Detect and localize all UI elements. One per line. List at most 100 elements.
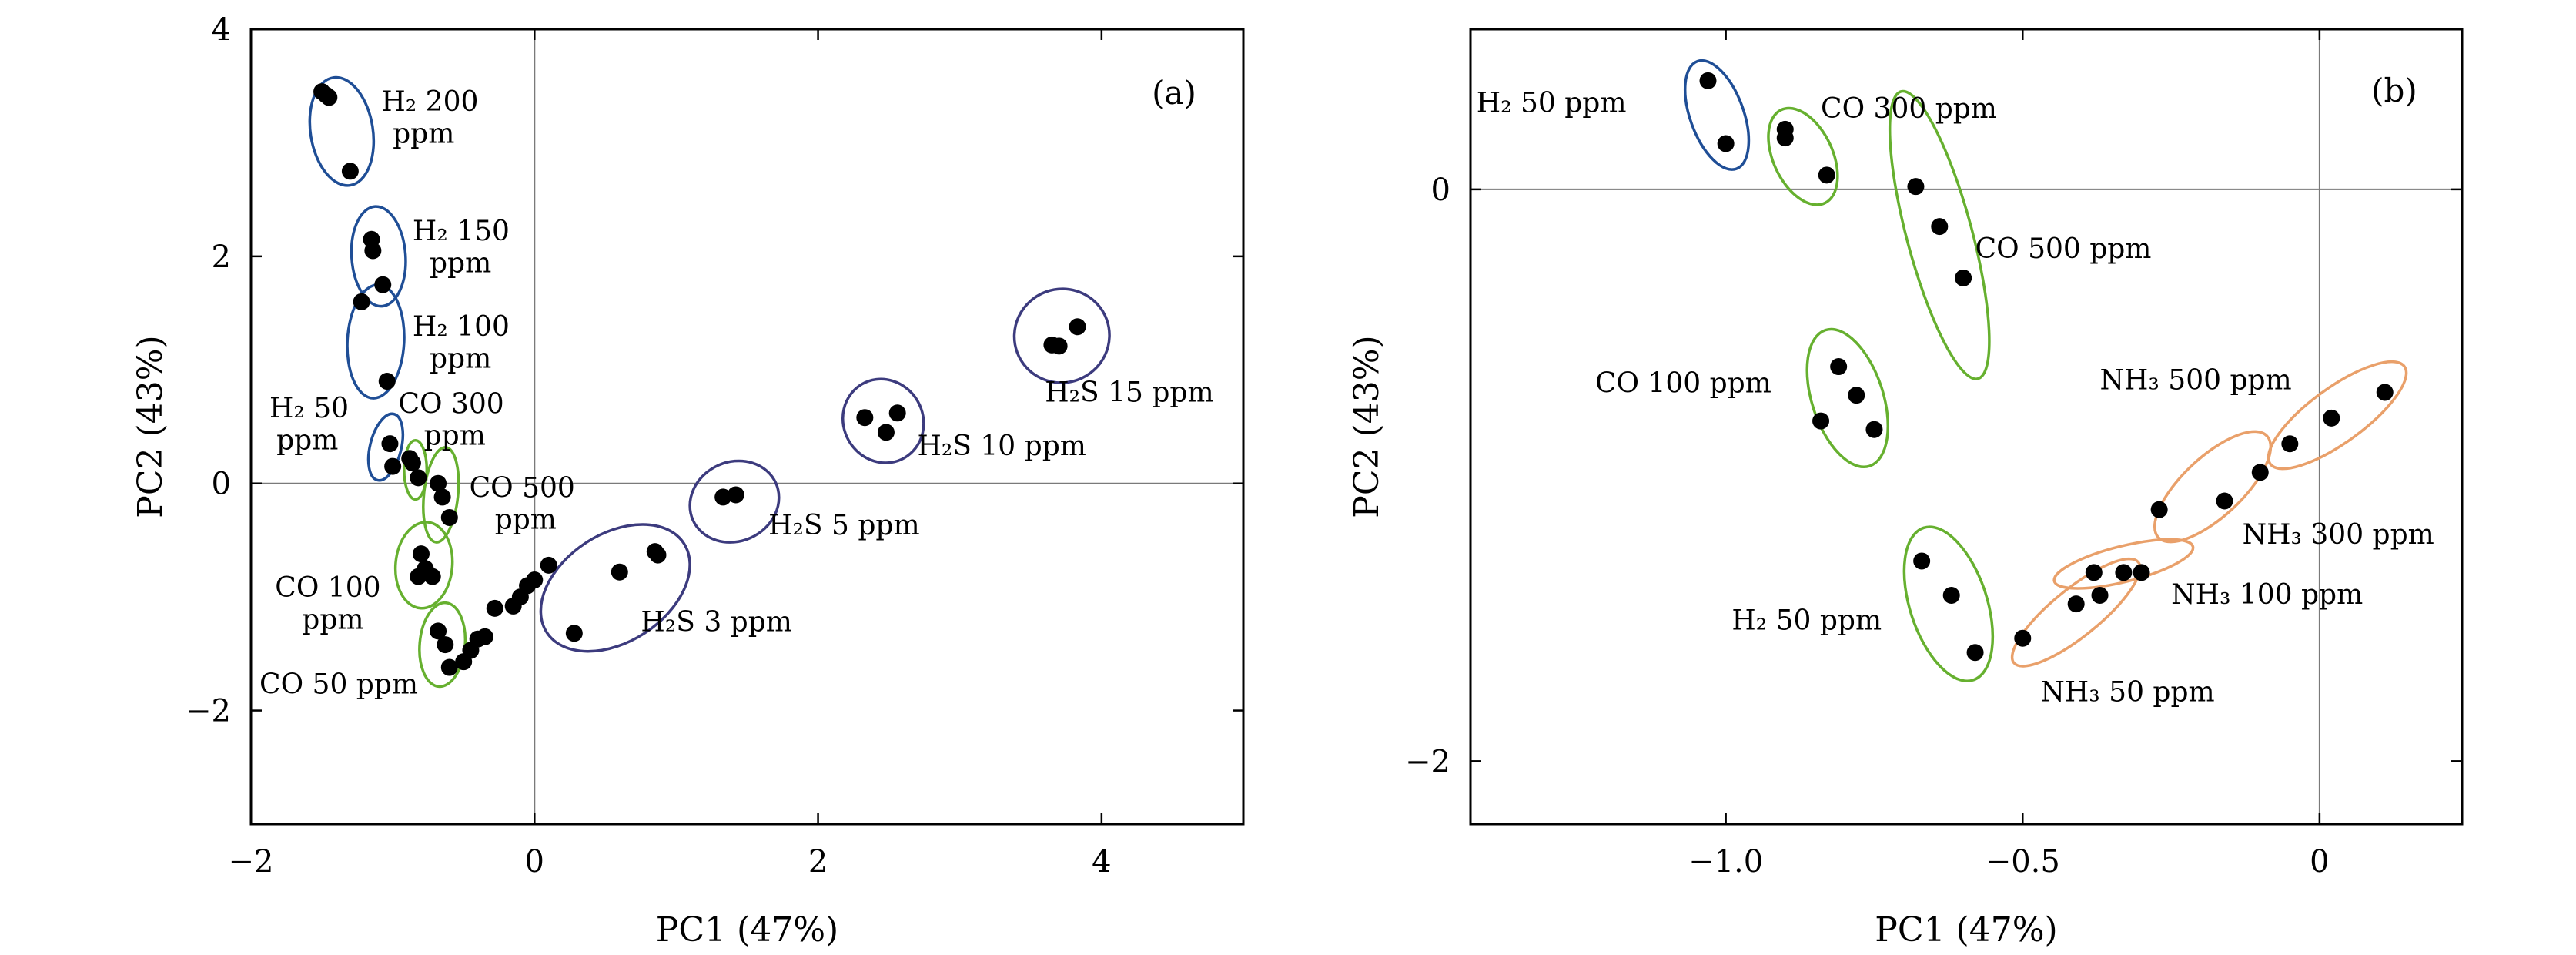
cluster-ellipse-h2s <box>841 377 925 464</box>
data-point <box>1942 587 1960 605</box>
cluster-ellipse-h2s <box>688 459 781 544</box>
cluster-ellipse-h2s <box>539 523 691 653</box>
cluster-label: CO 100 <box>275 572 380 604</box>
data-point <box>423 568 441 585</box>
x-axis-title: PC1 (47%) <box>656 910 838 950</box>
x-tick-label: 4 <box>1092 844 1111 880</box>
cluster-ellipse-h2 <box>308 75 376 187</box>
x-tick-label: 0 <box>2310 844 2329 880</box>
data-point <box>1699 72 1717 89</box>
data-point <box>378 373 396 390</box>
cluster-label: CO 300 <box>399 388 504 420</box>
data-point <box>2014 629 2032 647</box>
data-point <box>364 242 382 260</box>
cluster-label: ppm <box>302 604 363 635</box>
cluster-ellipse-nh3 <box>2010 557 2142 668</box>
cluster-label: CO 300 ppm <box>1821 93 1997 125</box>
data-point <box>2115 564 2133 581</box>
data-point <box>2323 409 2340 427</box>
data-point <box>714 488 732 506</box>
y-tick-label: −2 <box>1405 744 1450 779</box>
y-axis-title: PC2 (43%) <box>131 335 170 518</box>
data-point <box>2085 564 2103 581</box>
cluster-label: H₂S 15 ppm <box>1045 377 1213 409</box>
x-tick-label: −2 <box>229 844 274 880</box>
data-point <box>856 409 874 427</box>
x-tick-label: −0.5 <box>1986 844 2060 880</box>
data-point <box>320 89 338 106</box>
data-point <box>341 163 359 180</box>
cluster-label: ppm <box>430 343 491 374</box>
data-point <box>611 563 628 581</box>
data-point <box>433 488 451 506</box>
cluster-ellipse-co <box>1767 106 1839 206</box>
data-point <box>1812 412 1830 430</box>
cluster-ellipse-co <box>1888 89 1991 380</box>
cluster-ellipse-h2 <box>366 412 405 482</box>
data-point <box>437 636 454 654</box>
data-point <box>2281 435 2299 453</box>
y-axis-title: PC2 (43%) <box>1347 335 1387 518</box>
cluster-label: ppm <box>276 424 338 456</box>
cluster-label: CO 500 <box>470 472 575 504</box>
data-point <box>1966 644 1984 662</box>
data-point <box>430 622 447 640</box>
cluster-ellipse-nh3 <box>2052 538 2195 590</box>
x-tick-label: 2 <box>808 844 828 880</box>
cluster-ellipse-co <box>422 446 460 544</box>
data-point <box>2067 595 2085 613</box>
data-point <box>384 457 402 475</box>
cluster-label: NH₃ 300 ppm <box>2243 519 2434 551</box>
data-point <box>486 599 503 617</box>
panel-label: (b) <box>2371 72 2417 109</box>
cluster-ellipse-co <box>1902 525 1995 682</box>
y-tick-label: 0 <box>212 467 231 502</box>
cluster-ellipse-co <box>393 521 454 610</box>
data-point <box>410 568 427 585</box>
panel-label: (a) <box>1152 74 1196 112</box>
cluster-ellipse-co <box>1805 327 1890 469</box>
data-point <box>1776 129 1794 147</box>
cluster-label: H₂ 150 <box>413 216 510 247</box>
x-tick-label: −1.0 <box>1688 844 1763 880</box>
cluster-label: NH₃ 100 ppm <box>2171 579 2363 611</box>
plot-frame <box>249 28 1245 826</box>
cluster-ellipse-nh3 <box>2267 360 2408 471</box>
data-point <box>540 556 557 574</box>
data-point <box>1717 135 1735 152</box>
cluster-label: H₂S 10 ppm <box>917 431 1086 462</box>
data-point <box>1913 552 1931 570</box>
data-point <box>353 293 370 310</box>
data-point <box>1907 178 1925 196</box>
data-point <box>1848 387 1865 404</box>
cluster-label: H₂S 5 ppm <box>768 510 920 541</box>
cluster-label: ppm <box>424 421 486 452</box>
data-point <box>1865 421 1883 438</box>
data-point <box>1955 269 1972 286</box>
data-point <box>403 454 421 472</box>
cluster-label: H₂ 100 <box>413 311 510 343</box>
cluster-label: CO 50 ppm <box>259 668 418 700</box>
y-tick-label: 2 <box>212 240 231 275</box>
data-point <box>2091 587 2109 605</box>
data-point <box>1830 358 1848 376</box>
data-point <box>2150 501 2168 518</box>
data-point <box>877 424 895 441</box>
cluster-ellipse-nh3 <box>2153 430 2273 544</box>
cluster-ellipse-h2s <box>1012 287 1111 384</box>
cluster-label: ppm <box>430 247 491 279</box>
cluster-label: NH₃ 50 ppm <box>2040 676 2214 708</box>
cluster-label: CO 500 ppm <box>1975 233 2152 265</box>
cluster-label: H₂ 50 ppm <box>1731 605 1882 637</box>
data-point <box>1050 337 1068 355</box>
data-point <box>888 404 906 422</box>
plot-frame <box>1469 28 2464 826</box>
data-point <box>649 546 667 564</box>
cluster-label: NH₃ 500 ppm <box>2100 365 2292 397</box>
cluster-label: ppm <box>495 504 557 536</box>
data-point <box>1069 318 1086 336</box>
data-point <box>727 486 744 504</box>
cluster-label: ppm <box>393 118 454 149</box>
